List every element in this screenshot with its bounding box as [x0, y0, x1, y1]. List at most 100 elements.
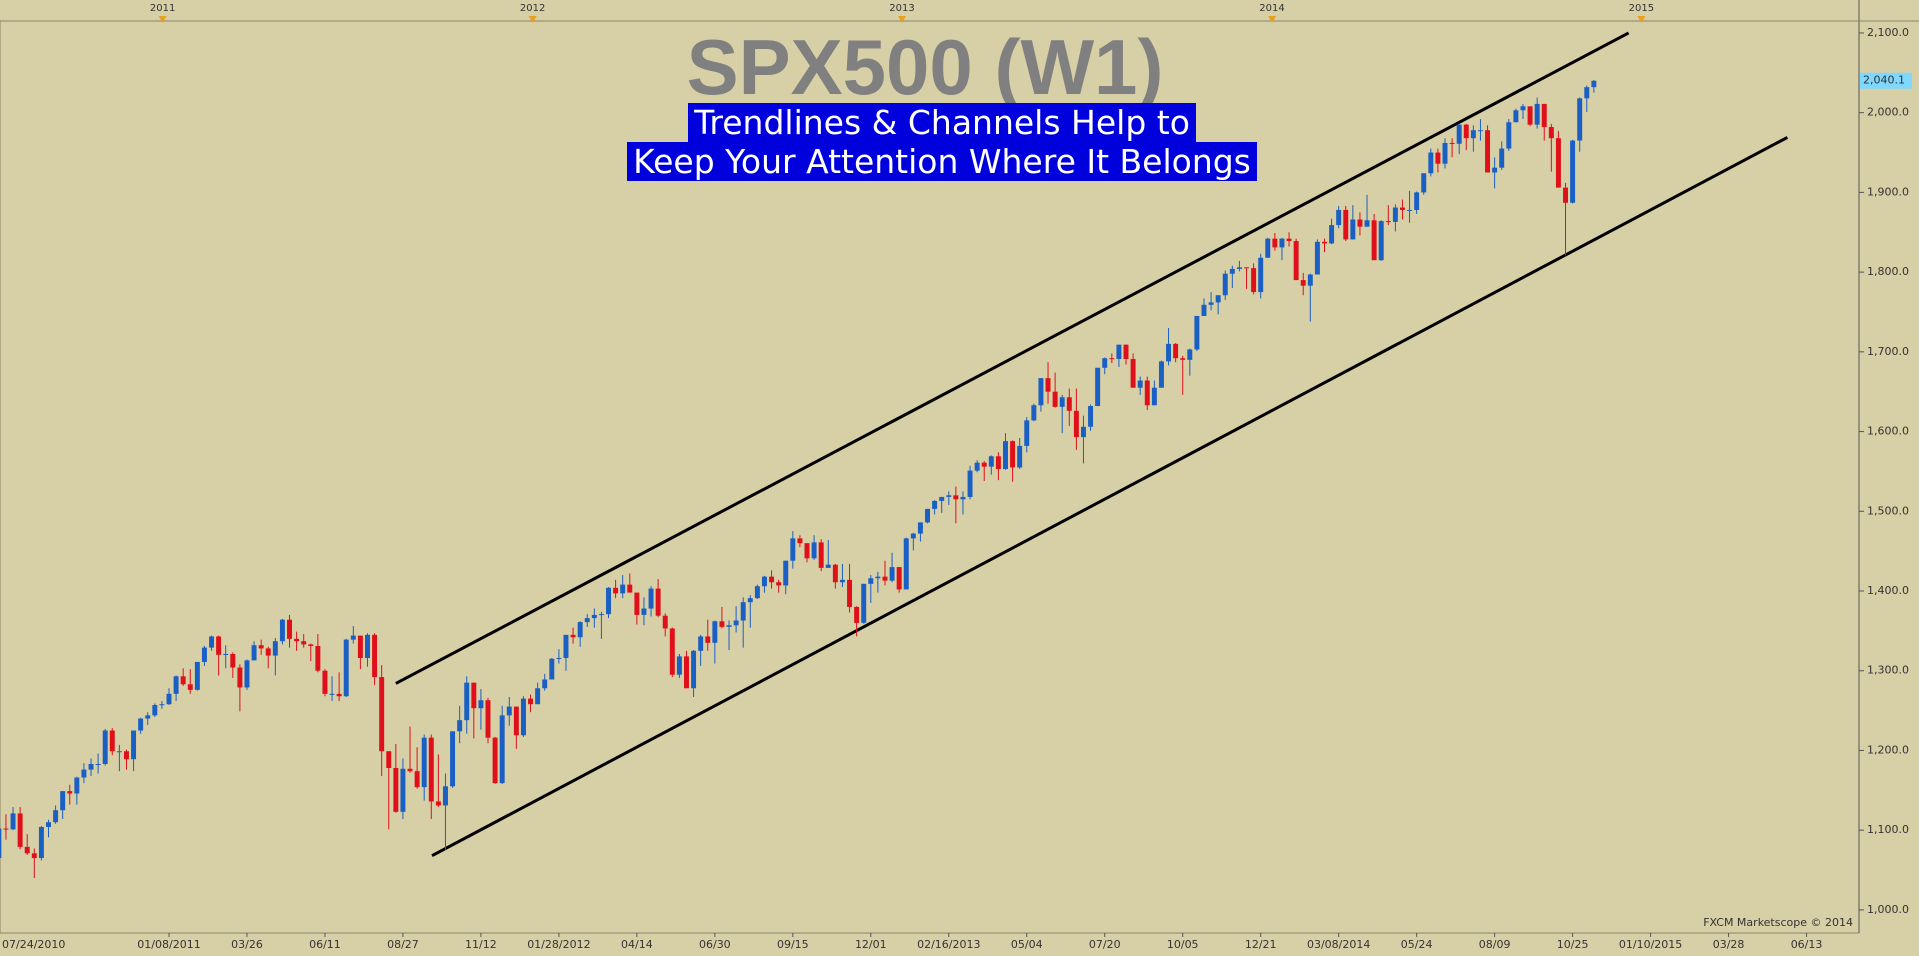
candle-body: [123, 751, 129, 760]
candle-body: [1555, 138, 1561, 188]
x-tick-label: 06/13: [1791, 938, 1823, 951]
candle-body: [754, 586, 760, 599]
candle-body: [804, 543, 810, 559]
x-tick-label: 07/24/2010: [2, 938, 65, 951]
candle-body: [464, 682, 470, 721]
candle-body: [1258, 257, 1264, 293]
candle-body: [861, 583, 867, 623]
candle-body: [251, 645, 257, 661]
candle-body: [620, 584, 626, 594]
candle-body: [1392, 207, 1398, 222]
candle-body: [1038, 378, 1044, 406]
candle-body: [1329, 225, 1335, 244]
candle-body: [315, 646, 321, 671]
x-tick-label: 03/08/2014: [1307, 938, 1370, 951]
candle-body: [287, 619, 292, 639]
candle-body: [1187, 349, 1193, 360]
candle-body: [613, 587, 619, 594]
candle-body: [1314, 241, 1320, 275]
candle-body: [471, 682, 477, 709]
candle-body: [357, 635, 363, 658]
candle-body: [606, 587, 611, 615]
candle-body: [584, 618, 590, 623]
candle-body: [1024, 420, 1030, 446]
candle-body: [1102, 358, 1108, 368]
candle-body: [1456, 124, 1462, 144]
trendline: [395, 31, 1630, 685]
candle-body: [209, 636, 215, 648]
candle-body: [1421, 173, 1427, 193]
footer: FXCM Marketscope © 2014: [1703, 916, 1853, 929]
candle-body: [365, 634, 370, 658]
candle-body: [1010, 441, 1016, 468]
candle-body: [563, 634, 569, 658]
candle-body: [1449, 142, 1455, 144]
candle-body: [528, 698, 534, 705]
candle-body: [1236, 267, 1242, 269]
candle-body: [1541, 103, 1547, 128]
x-tick-label: 03/26: [231, 938, 263, 951]
candle-body: [669, 628, 675, 675]
candle-body: [520, 698, 526, 736]
candle-body: [1463, 124, 1469, 139]
candle-body: [917, 522, 923, 534]
candle-body: [712, 621, 718, 643]
candle-body: [1435, 152, 1441, 164]
candle-body: [1066, 397, 1072, 411]
candle-body: [1293, 241, 1299, 281]
candle-body: [492, 737, 498, 784]
candle-body: [1180, 358, 1186, 360]
candle-body: [1166, 343, 1172, 362]
candle-body: [648, 588, 654, 609]
candle-body: [1201, 304, 1207, 316]
x-tick-label: 10/25: [1557, 938, 1589, 951]
x-tick-label: 01/08/2011: [137, 938, 200, 951]
year-marker: [897, 16, 906, 23]
candle-body: [400, 768, 406, 812]
x-tick-label: 10/05: [1167, 938, 1199, 951]
x-tick-label: 09/15: [777, 938, 809, 951]
candle-body: [634, 592, 640, 615]
candle-body: [1279, 238, 1285, 248]
candle-body: [797, 538, 803, 544]
candle-body: [0, 828, 2, 859]
x-tick-label: 02/16/2013: [917, 938, 980, 951]
candle-body: [549, 658, 555, 680]
candle-body: [237, 667, 243, 688]
candle-body: [1470, 130, 1476, 139]
candle-body: [442, 786, 448, 806]
candle-body: [875, 576, 881, 579]
x-tick-label: 05/04: [1011, 938, 1043, 951]
candle-body: [457, 720, 463, 732]
y-tick-label: 1,000.0: [1867, 903, 1909, 916]
candle-body: [953, 495, 959, 500]
candle-body: [868, 578, 874, 584]
subtitle-text: Trendlines & Channels Help to: [688, 103, 1196, 142]
y-tick-label: 1,200.0: [1867, 743, 1909, 756]
candle-body: [1080, 426, 1086, 438]
candle-body: [1109, 358, 1115, 360]
candle-body: [187, 684, 193, 690]
candle-body: [258, 645, 264, 649]
candle-body: [308, 644, 314, 647]
candle-body: [719, 621, 725, 627]
y-tick-label: 2,100.0: [1867, 26, 1909, 39]
candle-body: [655, 588, 661, 616]
candle-body: [10, 813, 16, 830]
candle-body: [421, 737, 427, 788]
candle-body: [1591, 80, 1597, 88]
candle-body: [138, 718, 144, 731]
candle-body: [53, 810, 59, 823]
candle-body: [1336, 209, 1342, 226]
candle-body: [1378, 221, 1384, 261]
x-tick-label: 08/27: [387, 938, 419, 951]
candle-body: [1407, 209, 1413, 211]
candle-body: [1017, 445, 1023, 468]
candle-body: [379, 677, 385, 752]
candle-body: [733, 620, 739, 626]
candle-body: [294, 638, 300, 642]
candle-body: [67, 791, 73, 794]
candle-body: [974, 462, 980, 471]
y-tick-label: 1,800.0: [1867, 265, 1909, 278]
candle-body: [939, 496, 945, 501]
